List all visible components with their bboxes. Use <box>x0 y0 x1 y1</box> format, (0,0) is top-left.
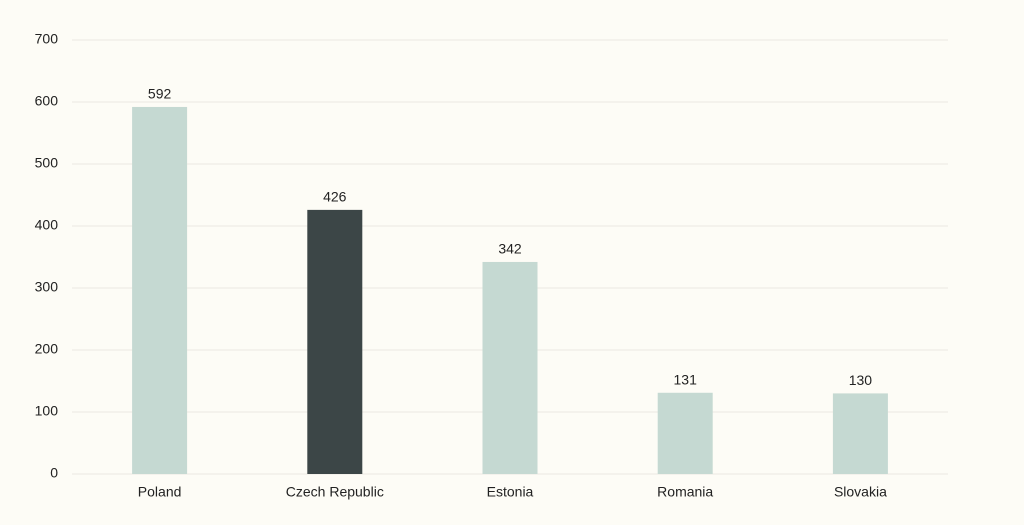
y-tick-label: 100 <box>35 403 59 419</box>
bar <box>832 393 888 474</box>
value-label: 131 <box>674 371 698 387</box>
x-tick-label: Romania <box>657 484 713 500</box>
value-label: 342 <box>498 241 522 257</box>
y-tick-label: 700 <box>35 31 59 47</box>
bar <box>132 106 188 475</box>
y-tick-label: 0 <box>50 465 58 481</box>
x-tick-label: Slovakia <box>834 484 887 500</box>
x-tick-label: Czech Republic <box>286 484 384 500</box>
y-tick-label: 500 <box>35 155 59 171</box>
y-tick-label: 600 <box>35 93 59 109</box>
bar <box>307 209 363 474</box>
x-tick-label: Estonia <box>487 484 534 500</box>
value-label: 426 <box>323 189 347 205</box>
value-label: 592 <box>148 86 172 102</box>
y-tick-label: 300 <box>35 279 59 295</box>
x-tick-label: Poland <box>138 484 182 500</box>
y-tick-label: 400 <box>35 217 59 233</box>
bar <box>657 392 713 474</box>
bar <box>482 261 538 474</box>
y-tick-label: 200 <box>35 341 59 357</box>
value-label: 130 <box>849 372 873 388</box>
